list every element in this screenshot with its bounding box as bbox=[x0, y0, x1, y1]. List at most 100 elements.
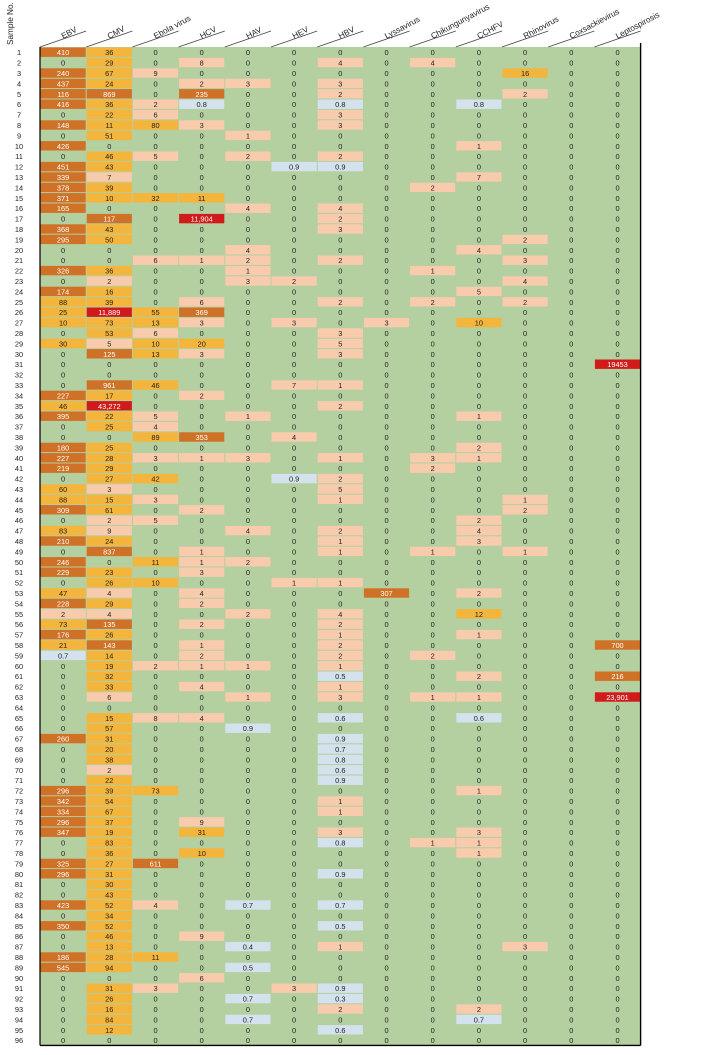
cell-value: 0 bbox=[431, 891, 435, 900]
heatmap-cell bbox=[179, 338, 225, 349]
cell-value: 0 bbox=[523, 672, 527, 681]
cell-value: 0 bbox=[338, 412, 342, 421]
cell-value: 0.8 bbox=[335, 755, 345, 764]
cell-value: 869 bbox=[103, 90, 115, 99]
heatmap-cell bbox=[40, 785, 86, 796]
cell-value: 0 bbox=[615, 620, 619, 629]
cell-value: 0 bbox=[477, 963, 481, 972]
heatmap-cell bbox=[40, 640, 86, 650]
cell-value: 0 bbox=[431, 1036, 435, 1045]
cell-value: 0 bbox=[153, 183, 157, 192]
cell-value: 0 bbox=[477, 256, 481, 265]
cell-value: 1 bbox=[338, 454, 342, 463]
heatmap-cell bbox=[132, 515, 179, 525]
cell-value: 0 bbox=[61, 350, 65, 359]
cell-value: 2 bbox=[477, 516, 481, 525]
cell-value: 1 bbox=[200, 256, 204, 265]
cell-value: 2 bbox=[523, 235, 527, 244]
cell-value: 4 bbox=[107, 610, 111, 619]
cell-value: 43 bbox=[105, 891, 113, 900]
cell-value: 2 bbox=[338, 152, 342, 161]
cell-value: 0 bbox=[246, 475, 250, 484]
cell-value: 0 bbox=[200, 48, 204, 57]
cell-value: 0 bbox=[569, 391, 573, 400]
cell-value: 0 bbox=[615, 339, 619, 348]
row-label: 46 bbox=[15, 516, 23, 525]
cell-value: 0 bbox=[384, 558, 388, 567]
cell-value: 0 bbox=[615, 287, 619, 296]
cell-value: 39 bbox=[105, 183, 113, 192]
cell-value: 0 bbox=[431, 870, 435, 879]
cell-value: 0 bbox=[615, 911, 619, 920]
cell-value: 0 bbox=[61, 1036, 65, 1045]
heatmap-cell bbox=[456, 848, 502, 858]
cell-value: 0 bbox=[107, 1036, 111, 1045]
cell-value: 0 bbox=[615, 246, 619, 255]
row-label: 86 bbox=[15, 932, 23, 941]
cell-value: 0 bbox=[153, 880, 157, 889]
cell-value: 0 bbox=[338, 589, 342, 598]
cell-value: 0 bbox=[384, 90, 388, 99]
cell-value: 0 bbox=[615, 391, 619, 400]
cell-value: 0 bbox=[338, 277, 342, 286]
cell-value: 0 bbox=[523, 371, 527, 380]
cell-value: 0 bbox=[338, 703, 342, 712]
heatmap-cell bbox=[179, 557, 225, 567]
cell-value: 135 bbox=[103, 620, 115, 629]
cell-value: 0 bbox=[523, 527, 527, 536]
cell-value: 0 bbox=[61, 932, 65, 941]
cell-value: 0 bbox=[431, 131, 435, 140]
cell-value: 0 bbox=[200, 277, 204, 286]
cell-value: 0 bbox=[61, 683, 65, 692]
cell-value: 0 bbox=[292, 267, 296, 276]
cell-value: 8 bbox=[153, 714, 157, 723]
cell-value: 0 bbox=[615, 267, 619, 276]
cell-value: 0 bbox=[200, 527, 204, 536]
cell-value: 0 bbox=[477, 152, 481, 161]
cell-value: 0 bbox=[431, 735, 435, 744]
cell-value: 0 bbox=[523, 402, 527, 411]
cell-value: 0 bbox=[61, 1005, 65, 1014]
cell-value: 229 bbox=[57, 568, 69, 577]
cell-value: 0 bbox=[431, 537, 435, 546]
cell-value: 0 bbox=[615, 194, 619, 203]
heatmap-cell bbox=[317, 609, 363, 619]
cell-value: 39 bbox=[105, 787, 113, 796]
cell-value: 0 bbox=[384, 267, 388, 276]
cell-value: 0 bbox=[200, 839, 204, 848]
cell-value: 0 bbox=[615, 111, 619, 120]
cell-value: 0 bbox=[569, 568, 573, 577]
row-label: 48 bbox=[15, 537, 23, 546]
cell-value: 0 bbox=[569, 225, 573, 234]
cell-value: 0 bbox=[246, 932, 250, 941]
cell-value: 0 bbox=[61, 745, 65, 754]
cell-value: 0 bbox=[569, 818, 573, 827]
heatmap-cell bbox=[86, 827, 132, 837]
cell-value: 0 bbox=[615, 714, 619, 723]
cell-value: 13 bbox=[151, 319, 159, 328]
heatmap-cell bbox=[86, 681, 132, 692]
cell-value: 0 bbox=[200, 287, 204, 296]
heatmap-cell bbox=[40, 411, 86, 421]
heatmap-cell bbox=[179, 848, 225, 858]
cell-value: 3 bbox=[523, 256, 527, 265]
cell-value: 0 bbox=[477, 131, 481, 140]
heatmap-cell bbox=[132, 983, 179, 993]
heatmap-cell bbox=[86, 421, 132, 432]
cell-value: 0 bbox=[569, 891, 573, 900]
cell-value: 88 bbox=[59, 298, 67, 307]
row-label: 89 bbox=[15, 963, 23, 972]
cell-value: 0 bbox=[384, 579, 388, 588]
cell-value: 0 bbox=[384, 672, 388, 681]
cell-value: 0 bbox=[384, 922, 388, 931]
cell-value: 0 bbox=[292, 558, 296, 567]
heatmap-cell bbox=[271, 317, 317, 328]
cell-value: 0 bbox=[200, 672, 204, 681]
cell-value: 14 bbox=[105, 651, 113, 660]
heatmap-cell bbox=[456, 1004, 502, 1014]
row-label: 22 bbox=[15, 267, 23, 276]
cell-value: 0 bbox=[615, 766, 619, 775]
cell-value: 0 bbox=[569, 547, 573, 556]
cell-value: 6 bbox=[200, 974, 204, 983]
heatmap-cell bbox=[132, 380, 179, 390]
